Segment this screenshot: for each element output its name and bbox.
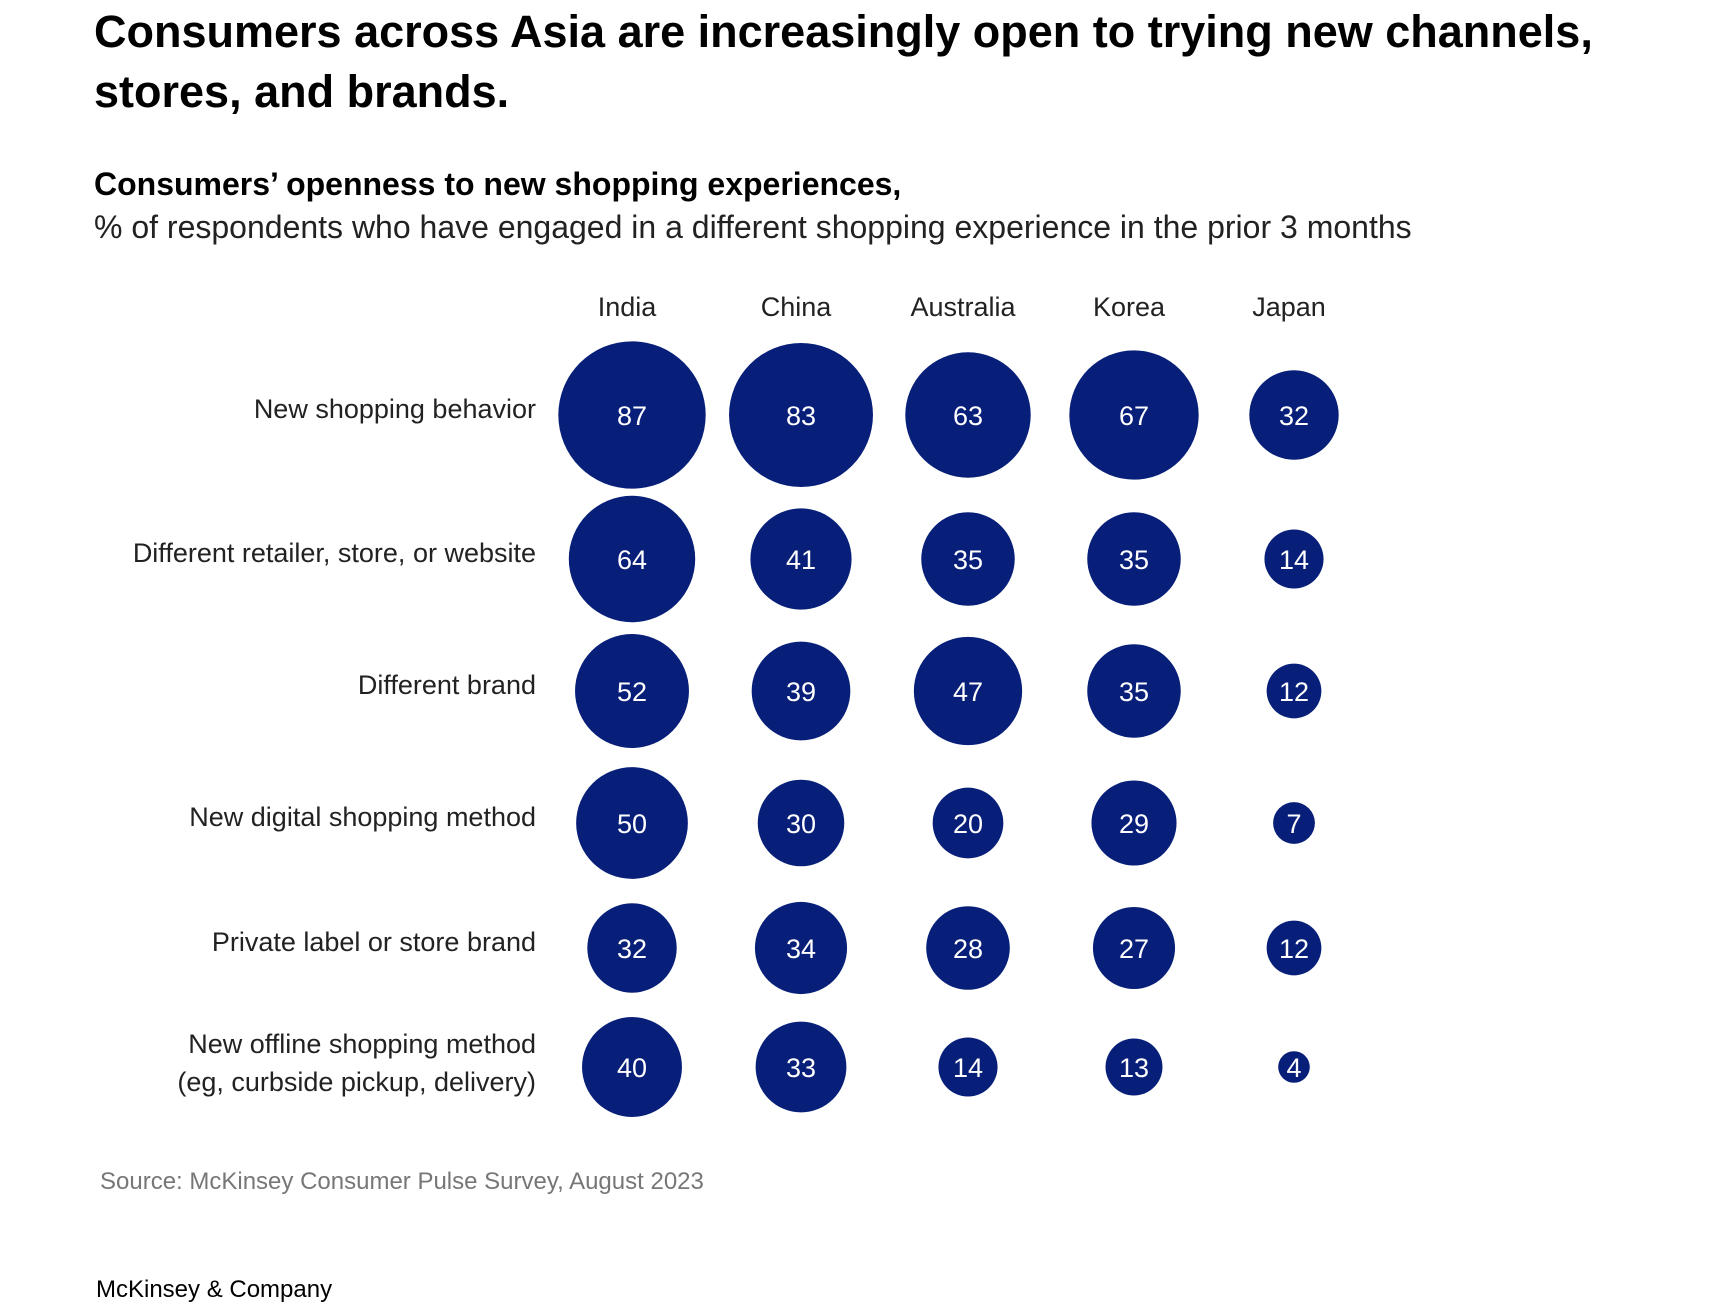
bubble bbox=[932, 787, 1004, 859]
bubble-value-label: 64 bbox=[617, 545, 647, 575]
bubble-value-label: 35 bbox=[953, 545, 983, 575]
column-header: Australia bbox=[910, 292, 1016, 322]
bubble bbox=[755, 1021, 847, 1113]
bubble-value-label: 83 bbox=[786, 401, 816, 431]
bubble bbox=[1092, 906, 1176, 990]
bubble-value-label: 7 bbox=[1286, 809, 1301, 839]
bubble bbox=[1087, 512, 1181, 606]
bubble bbox=[1273, 802, 1315, 844]
bubble bbox=[582, 1017, 682, 1117]
bubble-value-label: 47 bbox=[953, 677, 983, 707]
bubble-value-label: 20 bbox=[953, 809, 983, 839]
bubble-value-label: 32 bbox=[617, 934, 647, 964]
bubble-value-label: 30 bbox=[786, 809, 816, 839]
bubble-value-label: 40 bbox=[617, 1053, 647, 1083]
bubble-value-label: 52 bbox=[617, 677, 647, 707]
column-header: Japan bbox=[1252, 292, 1326, 322]
bubble bbox=[913, 636, 1023, 746]
bubble bbox=[576, 767, 688, 879]
bubble-value-label: 29 bbox=[1119, 809, 1149, 839]
bubble-value-label: 28 bbox=[953, 934, 983, 964]
chart-subtitle: Consumers’ openness to new shopping expe… bbox=[94, 166, 902, 202]
bubble bbox=[1091, 780, 1177, 866]
row-label: New digital shopping method bbox=[189, 802, 536, 832]
bubble bbox=[750, 508, 852, 610]
bubble-value-label: 87 bbox=[617, 401, 647, 431]
bubble bbox=[1087, 644, 1181, 738]
bubble bbox=[1249, 370, 1339, 460]
chart-title: Consumers across Asia are increasingly o… bbox=[94, 6, 1593, 117]
row-label: Private label or store brand bbox=[212, 927, 536, 957]
bubble bbox=[926, 906, 1010, 990]
row-label: New offline shopping method bbox=[188, 1029, 536, 1059]
bubble-value-label: 13 bbox=[1119, 1053, 1149, 1083]
bubble-value-label: 50 bbox=[617, 809, 647, 839]
chart-unit: % of respondents who have engaged in a d… bbox=[94, 209, 1412, 245]
bubble bbox=[921, 512, 1015, 606]
bubble bbox=[757, 779, 845, 867]
bubble-value-label: 12 bbox=[1279, 677, 1309, 707]
row-label: Different retailer, store, or website bbox=[133, 538, 536, 568]
bubble bbox=[558, 341, 706, 489]
bubble bbox=[1266, 920, 1322, 976]
bubble-value-label: 41 bbox=[786, 545, 816, 575]
bubble bbox=[1264, 529, 1324, 589]
bubble bbox=[1266, 663, 1322, 719]
column-header: Korea bbox=[1093, 292, 1166, 322]
source-note: Source: McKinsey Consumer Pulse Survey, … bbox=[100, 1168, 704, 1195]
bubble bbox=[938, 1037, 998, 1097]
bubble bbox=[1278, 1051, 1310, 1083]
bubble bbox=[575, 634, 689, 748]
bubble-value-label: 67 bbox=[1119, 401, 1149, 431]
bubble bbox=[587, 903, 677, 993]
bubble bbox=[1069, 350, 1199, 480]
bubble bbox=[729, 343, 873, 487]
bubble-value-label: 39 bbox=[786, 677, 816, 707]
bubble-value-label: 14 bbox=[953, 1053, 983, 1083]
bubble bbox=[905, 352, 1031, 478]
bubble-value-label: 34 bbox=[786, 934, 816, 964]
bubble bbox=[568, 495, 696, 623]
bubble-value-label: 4 bbox=[1286, 1053, 1301, 1083]
column-header: India bbox=[598, 292, 658, 322]
bubble-value-label: 14 bbox=[1279, 545, 1309, 575]
bubble-value-label: 33 bbox=[786, 1053, 816, 1083]
bubble bbox=[754, 901, 848, 995]
bubble-value-label: 12 bbox=[1279, 934, 1309, 964]
bubble-value-label: 35 bbox=[1119, 545, 1149, 575]
bubble bbox=[751, 641, 851, 741]
bubble bbox=[1105, 1038, 1163, 1096]
bubble-value-label: 35 bbox=[1119, 677, 1149, 707]
bubble-value-label: 32 bbox=[1279, 401, 1309, 431]
bubble-value-label: 27 bbox=[1119, 934, 1149, 964]
row-label: New shopping behavior bbox=[254, 394, 536, 424]
column-header: China bbox=[761, 292, 833, 322]
bubble-value-label: 63 bbox=[953, 401, 983, 431]
row-label: Different brand bbox=[358, 670, 536, 700]
row-label: (eg, curbside pickup, delivery) bbox=[177, 1067, 536, 1097]
footer-brand: McKinsey & Company bbox=[96, 1276, 333, 1303]
